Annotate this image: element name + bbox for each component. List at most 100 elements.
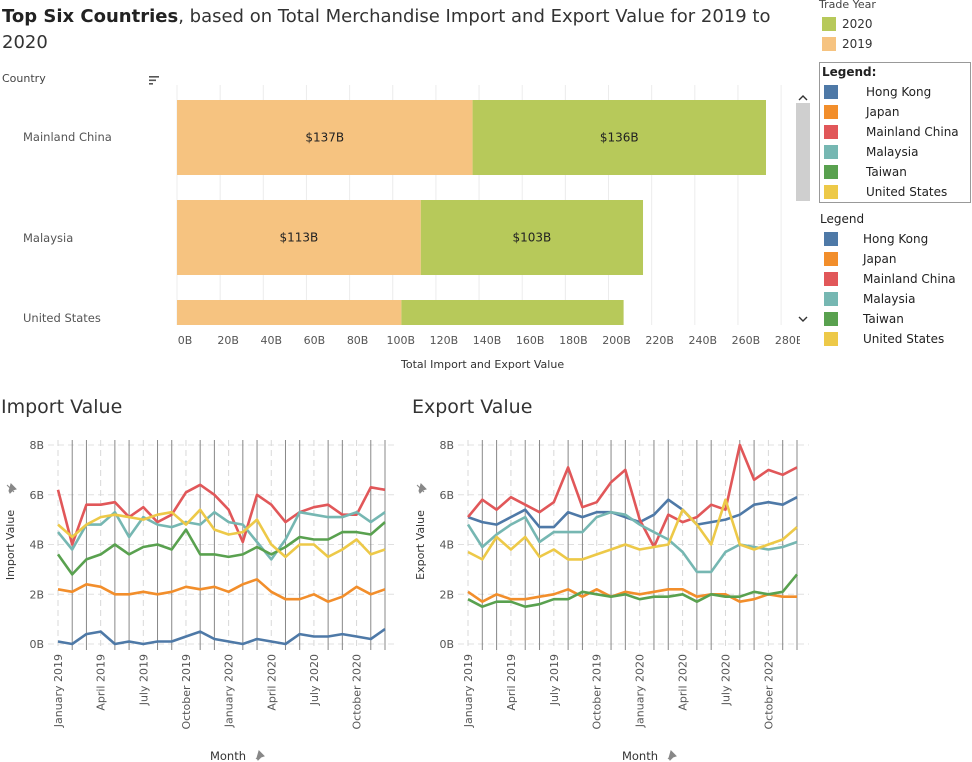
legend-label-taiwan[interactable]: Taiwan (866, 165, 907, 179)
pin-icon-shape (255, 750, 265, 761)
scroll-thumb[interactable] (796, 103, 810, 201)
legend-swatch-hong-kong[interactable] (824, 85, 838, 99)
legend-secondary-swatch-united-states[interactable] (824, 332, 838, 346)
legend-secondary-label-japan[interactable]: Japan (863, 252, 897, 266)
x-tick-label: July 2019 (137, 654, 150, 706)
sort-icon[interactable] (148, 71, 160, 85)
x-axis-label: Month (210, 749, 246, 762)
legend-secondary-swatch-mainland-china[interactable] (824, 272, 838, 286)
legend-swatch-japan[interactable] (824, 105, 838, 119)
series-line-japan (57, 578, 386, 603)
title-bold: Top Six Countries (2, 6, 179, 27)
y-tick-label: 4B (439, 539, 454, 552)
pin-icon-shape (6, 483, 17, 494)
y-tick-label: 8B (29, 439, 44, 452)
legend-title-secondary: Legend (820, 212, 865, 226)
legend-secondary-label-mainland-china[interactable]: Mainland China (863, 272, 956, 286)
dashboard-title: Top Six Countries, based on Total Mercha… (2, 4, 802, 56)
legend-secondary-label-taiwan[interactable]: Taiwan (863, 312, 904, 326)
legend-label-hong-kong[interactable]: Hong Kong (866, 85, 932, 99)
x-tick-label: April 2020 (265, 654, 278, 711)
bar-x-tick-label: 60B (304, 334, 326, 347)
legend-swatch-malaysia[interactable] (824, 145, 838, 159)
y-tick-label: 6B (29, 489, 44, 502)
bar-data-label: $113B (280, 231, 319, 245)
x-tick-label: April 2020 (677, 654, 690, 711)
trade-year-swatch-2020[interactable] (822, 17, 836, 31)
series-line-united-states (467, 498, 798, 561)
legend-secondary-swatch-taiwan[interactable] (824, 312, 838, 326)
series-line-hong-kong (57, 628, 386, 646)
bar-data-label: $103B (513, 231, 552, 245)
export-chart-title: Export Value (412, 396, 533, 418)
legend-swatch-mainland-china[interactable] (824, 125, 838, 139)
legend-label-mainland-china[interactable]: Mainland China (866, 125, 959, 139)
x-tick-label: October 2019 (591, 654, 604, 730)
x-tick-label: July 2020 (308, 654, 321, 706)
scroll-up-icon[interactable] (797, 89, 809, 101)
pin-icon (416, 483, 427, 494)
x-tick-label: April 2019 (95, 654, 108, 711)
bar-x-tick-label: 80B (347, 334, 369, 347)
legend-secondary-swatch-hong-kong[interactable] (824, 232, 838, 246)
x-tick-label: January 2019 (52, 654, 65, 728)
scroll-down-icon[interactable] (797, 310, 809, 322)
trade-year-title: Trade Year (819, 0, 876, 11)
x-tick-label: January 2020 (634, 654, 647, 728)
legend-swatch-taiwan[interactable] (824, 165, 838, 179)
bar-x-tick-label: 0B (178, 334, 193, 347)
y-tick-label: 6B (439, 489, 454, 502)
bar-category-label: Mainland China (23, 130, 112, 144)
bar-segment-2019 (177, 200, 421, 275)
trade-year-swatch-2019[interactable] (822, 37, 836, 51)
series-line-japan (467, 588, 797, 603)
bar-x-tick-label: 220B (645, 334, 674, 347)
y-tick-label: 0B (439, 638, 454, 651)
y-axis-label: Export Value (414, 510, 427, 580)
x-tick-label: January 2019 (462, 654, 475, 728)
bar-segment-2020 (472, 100, 766, 175)
bar-segment-2020 (401, 300, 624, 325)
x-tick-label: October 2020 (762, 654, 775, 730)
legend-label-malaysia[interactable]: Malaysia (866, 145, 919, 159)
x-tick-label: October 2020 (351, 654, 364, 730)
import-line-chart: 0B 2B 4B 6B 8B January 2019 April 2019 July 201… (4, 439, 397, 762)
bar-category-label: Malaysia (23, 231, 73, 245)
export-line-chart: 0B 2B 4B 6B 8B January 2019 April 2019 July 201… (414, 439, 809, 762)
bar-x-tick-label: 260B (732, 334, 761, 347)
x-tick-label: July 2019 (548, 654, 561, 706)
legend-secondary-label-malaysia[interactable]: Malaysia (863, 292, 916, 306)
bar-x-tick-label: 240B (689, 334, 718, 347)
bar-x-tick-label: 140B (473, 334, 502, 347)
stacked-bar-chart: 0B 20B 40B 60B 80B 100B 120B 140B 160B 180B 200B 22… (23, 85, 800, 347)
series-line-taiwan (467, 573, 799, 608)
bar-x-tick-label: 20B (217, 334, 239, 347)
pin-icon-shape (416, 483, 427, 494)
legend-label-japan[interactable]: Japan (866, 105, 900, 119)
y-tick-label: 4B (29, 539, 44, 552)
legend-secondary-label-hong-kong[interactable]: Hong Kong (863, 232, 929, 246)
bar-x-tick-label: 160B (516, 334, 545, 347)
pin-icon (6, 483, 17, 494)
series-line-taiwan (56, 521, 386, 576)
legend-secondary-swatch-japan[interactable] (824, 252, 838, 266)
pin-icon-shape (667, 750, 677, 761)
trade-year-label-2020[interactable]: 2020 (842, 17, 873, 31)
y-tick-label: 8B (439, 439, 454, 452)
bar-data-label: $136B (600, 131, 639, 145)
legend-secondary-swatch-malaysia[interactable] (824, 292, 838, 306)
legend-label-united-states[interactable]: United States (866, 185, 948, 199)
bar-segment-2019 (177, 300, 402, 325)
pin-icon (255, 750, 265, 761)
bar-x-tick-label: 120B (430, 334, 459, 347)
x-axis-label: Month (622, 749, 658, 762)
title-rest: , based on Total Merchandise Import and … (2, 6, 771, 53)
bar-category-label: United States (23, 311, 101, 325)
legend-secondary-label-united-states[interactable]: United States (863, 332, 945, 346)
y-tick-label: 0B (29, 638, 44, 651)
x-tick-label: October 2019 (180, 654, 193, 730)
trade-year-label-2019[interactable]: 2019 (842, 37, 873, 51)
bar-data-label: $137B (305, 131, 344, 145)
legend-swatch-united-states[interactable] (824, 185, 838, 199)
y-tick-label: 2B (439, 588, 454, 601)
